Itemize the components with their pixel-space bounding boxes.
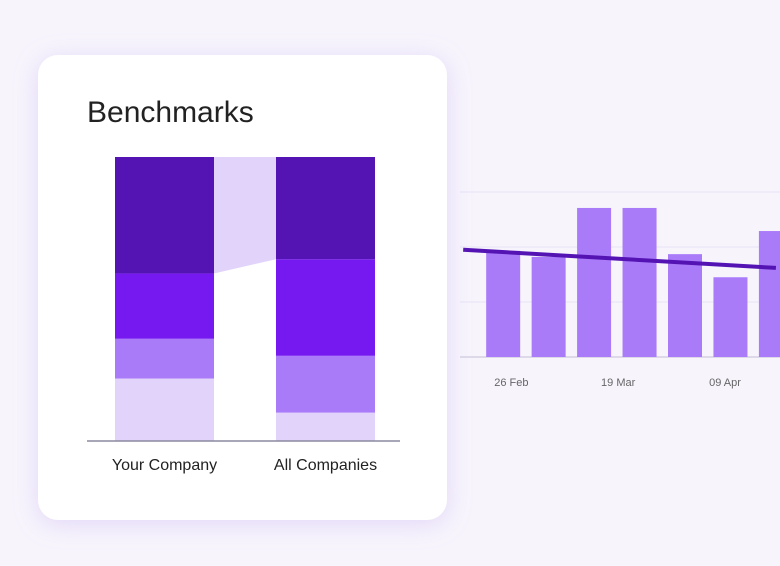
chart-title: Benchmarks: [87, 96, 254, 129]
bar: [758, 231, 780, 357]
bar: [622, 207, 657, 357]
bar-segment: [115, 157, 214, 274]
bar: [577, 207, 612, 357]
trend-chart: 26 Feb 19 Mar 09 Apr: [460, 191, 780, 389]
bar-segment: [115, 338, 214, 379]
x-tick-label: 26 Feb: [494, 377, 528, 389]
bar-segment: [115, 378, 214, 441]
bar: [486, 250, 521, 357]
x-tick-label: Your Company: [112, 457, 217, 474]
connector: [214, 157, 276, 274]
bar: [668, 254, 702, 357]
trend-line: [463, 247, 777, 270]
bar-segment: [115, 273, 214, 339]
bar-segment: [276, 259, 375, 356]
bar: [713, 277, 748, 357]
bar: [531, 256, 566, 357]
x-tick-label: 19 Mar: [601, 377, 636, 389]
x-tick-label: 09 Apr: [709, 377, 741, 389]
bar-segment: [276, 355, 375, 413]
bar-segment: [276, 157, 375, 260]
bar-segment: [276, 412, 375, 441]
benchmark-chart: Your Company All Companies: [87, 157, 400, 474]
x-tick-label: All Companies: [274, 457, 377, 474]
